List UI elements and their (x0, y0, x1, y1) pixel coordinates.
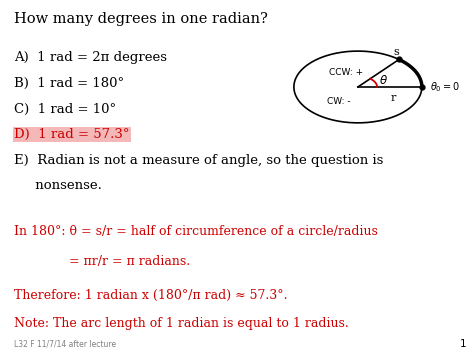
Text: A)  1 rad = 2π degrees: A) 1 rad = 2π degrees (14, 51, 167, 65)
Text: In 180°: θ = s/r = half of circumference of a circle/radius: In 180°: θ = s/r = half of circumference… (14, 225, 378, 239)
Text: CW: -: CW: - (327, 97, 351, 106)
Text: D)  1 rad = 57.3°: D) 1 rad = 57.3° (14, 128, 130, 141)
Text: r: r (391, 93, 396, 103)
Text: $\theta_0 = 0$: $\theta_0 = 0$ (430, 80, 460, 94)
Text: C)  1 rad = 10°: C) 1 rad = 10° (14, 103, 116, 116)
Text: 1: 1 (460, 339, 467, 349)
Text: nonsense.: nonsense. (14, 179, 102, 192)
Text: Note: The arc length of 1 radian is equal to 1 radius.: Note: The arc length of 1 radian is equa… (14, 317, 349, 330)
Text: $\theta$: $\theta$ (379, 74, 388, 87)
Text: CCW: +: CCW: + (329, 68, 363, 77)
Text: L32 F 11/7/14 after lecture: L32 F 11/7/14 after lecture (14, 340, 116, 349)
Text: How many degrees in one radian?: How many degrees in one radian? (14, 12, 268, 26)
Text: = πr/r = π radians.: = πr/r = π radians. (69, 255, 190, 268)
Text: s: s (393, 47, 399, 57)
Text: E)  Radian is not a measure of angle, so the question is: E) Radian is not a measure of angle, so … (14, 154, 383, 167)
Text: B)  1 rad = 180°: B) 1 rad = 180° (14, 77, 124, 90)
Text: Therefore: 1 radian x (180°/π rad) ≈ 57.3°.: Therefore: 1 radian x (180°/π rad) ≈ 57.… (14, 289, 288, 302)
